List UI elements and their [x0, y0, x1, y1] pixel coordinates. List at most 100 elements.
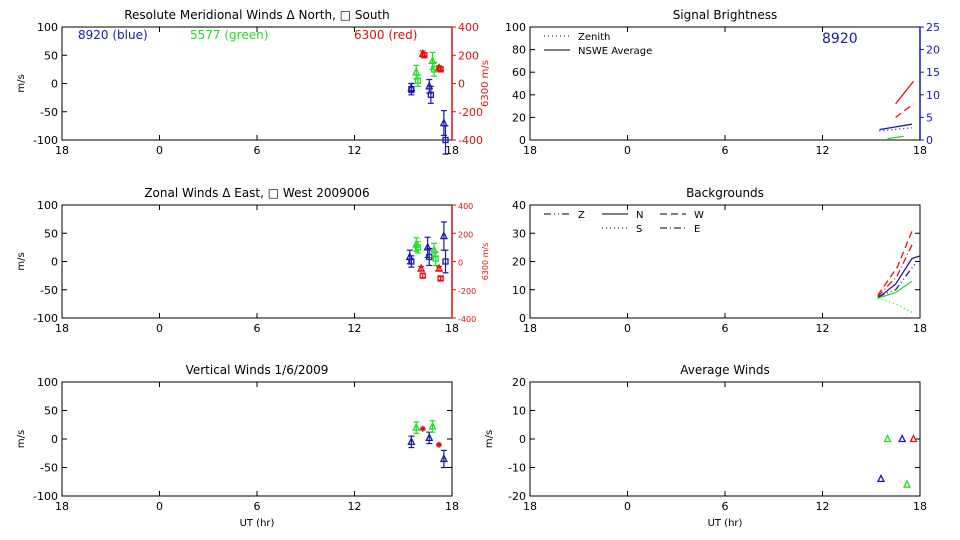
legend-label: E	[694, 224, 700, 235]
x-tick-label: 6	[254, 322, 261, 335]
marker-square	[421, 52, 428, 59]
y-tick-label: 0	[51, 256, 58, 269]
x-tick-label: 18	[445, 500, 459, 513]
marker-square	[408, 258, 415, 265]
legend-text-blue: 8920 (blue)	[78, 28, 148, 42]
y-tick-label: 20	[512, 376, 526, 389]
series-line	[879, 127, 912, 132]
x-tick-label: 18	[445, 144, 459, 157]
x-tick-label: 6	[254, 144, 261, 157]
y-tick-label: 0	[519, 433, 526, 446]
marker-triangle	[902, 479, 912, 488]
y-tick-label: -10	[508, 462, 526, 475]
legend: Zenith NSWE Average	[544, 32, 652, 57]
right-tick-label: -400	[458, 315, 476, 324]
marker-triangle	[439, 453, 448, 463]
marker-square	[442, 258, 449, 265]
series-line	[887, 135, 904, 140]
x-tick-label: 18	[55, 500, 69, 513]
y-tick-label: 10	[512, 284, 526, 297]
marker-triangle	[423, 242, 432, 251]
x-tick-label: 6	[254, 500, 261, 513]
chart-title: Average Winds	[680, 363, 770, 377]
right-tick-label: 400	[458, 202, 473, 211]
legend-label: NSWE Average	[578, 46, 652, 57]
legend-label: Z	[578, 210, 585, 221]
marker-square	[442, 136, 449, 144]
y-tick-label: 20	[512, 111, 526, 124]
right-tick-label: 5	[926, 111, 933, 124]
series-6300-south	[421, 52, 444, 73]
series-6300-w	[877, 227, 915, 296]
marker-square	[427, 91, 435, 98]
marker-star	[436, 442, 442, 448]
y-tick-label: 100	[505, 21, 526, 34]
x-tick-label: 12	[816, 144, 830, 157]
series-5577	[412, 420, 437, 434]
y-axis-label: m/s	[16, 252, 27, 270]
y-tick-label: 0	[519, 134, 526, 147]
panel-meridional: Resolute Meridional Winds Δ North, □ Sou…	[16, 8, 491, 157]
series-line	[877, 255, 921, 299]
y-tick-label: 100	[37, 21, 58, 34]
y-tick-label: 100	[37, 199, 58, 212]
x-tick-label: 12	[348, 144, 362, 157]
y-tick-label: -20	[508, 490, 526, 503]
x-tick-label: 18	[913, 500, 927, 513]
x-axis-label: UT (hr)	[240, 518, 275, 529]
right-axis-label: 6300 m/s	[480, 60, 491, 107]
legend-text-green: 5577 (green)	[190, 28, 268, 42]
marker-triangle	[428, 421, 437, 430]
plot-frame	[529, 26, 921, 141]
x-tick-label: 0	[156, 144, 163, 157]
y-tick-label: -50	[40, 106, 58, 119]
y-tick-label: -100	[33, 490, 58, 503]
x-tick-label: 18	[523, 322, 537, 335]
marker-triangle	[909, 434, 918, 443]
right-tick-label: -400	[458, 134, 483, 147]
right-tick-label: -200	[458, 106, 483, 119]
legend: Z N W S E	[544, 210, 704, 235]
right-axis-label: 6300 m/s	[481, 243, 490, 281]
y-axis-label: m/s	[16, 74, 27, 92]
marker-triangle	[417, 263, 426, 272]
x-axis-label: UT (hr)	[708, 518, 743, 529]
y-tick-label: 0	[51, 433, 58, 446]
y-tick-label: -100	[33, 312, 58, 325]
right-tick-label: -200	[458, 287, 476, 296]
series-6300-zenith	[895, 103, 914, 118]
legend-label: W	[694, 210, 704, 221]
panel-zonal: Zonal Winds Δ East, □ West 2009006 100 50 0…	[16, 186, 490, 335]
y-axis-label: m/s	[16, 430, 27, 448]
series-8920-zenith	[879, 127, 912, 132]
series-line	[879, 123, 912, 131]
y-tick-label: -50	[40, 462, 58, 475]
x-tick-label: 12	[348, 500, 362, 513]
y-tick-label: 30	[512, 227, 526, 240]
y-tick-label: 50	[44, 49, 58, 62]
x-tick-label: 6	[722, 322, 729, 335]
x-tick-label: 0	[156, 500, 163, 513]
x-tick-label: 18	[523, 500, 537, 513]
x-tick-label: 18	[55, 322, 69, 335]
y-tick-label: 40	[512, 199, 526, 212]
x-tick-label: 0	[624, 144, 631, 157]
marker-triangle	[425, 432, 434, 442]
x-tick-label: 0	[624, 322, 631, 335]
legend-label: S	[636, 224, 642, 235]
y-tick-label: 10	[512, 405, 526, 418]
series-line	[877, 297, 913, 313]
series-8920	[407, 431, 448, 469]
y-tick-label: 50	[44, 405, 58, 418]
series-5577	[883, 434, 912, 488]
plot-frame	[61, 26, 453, 141]
marker-square	[437, 66, 444, 73]
plot-frame	[529, 381, 921, 497]
plot-frame	[61, 381, 453, 497]
y-tick-label: 50	[44, 227, 58, 240]
right-tick-label: 0	[458, 78, 465, 91]
y-axis-label: m/s	[484, 430, 495, 448]
